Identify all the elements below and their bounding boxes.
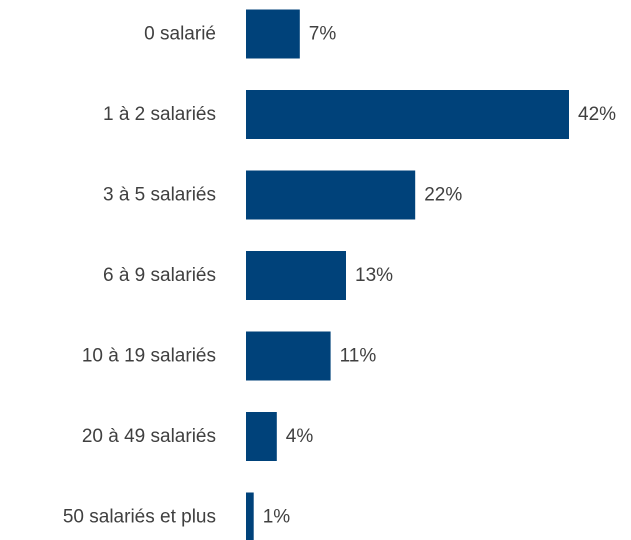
category-label: 20 à 49 salariés xyxy=(82,426,216,447)
bar xyxy=(246,331,331,381)
bar xyxy=(246,492,254,540)
value-labels: 7% 42% 22% 13% 11% 4% 1% xyxy=(263,24,616,528)
category-label: 3 à 5 salariés xyxy=(103,185,216,206)
bars xyxy=(246,9,569,540)
value-label: 1% xyxy=(263,507,291,528)
category-label: 10 à 19 salariés xyxy=(82,346,216,367)
value-label: 4% xyxy=(286,426,314,447)
category-label: 0 salarié xyxy=(144,24,216,45)
value-label: 22% xyxy=(424,185,462,206)
bar xyxy=(246,412,277,461)
value-label: 11% xyxy=(340,346,377,367)
bar xyxy=(246,170,416,220)
bar xyxy=(246,90,569,139)
bar xyxy=(246,9,300,59)
category-label: 6 à 9 salariés xyxy=(103,265,216,286)
value-label: 13% xyxy=(355,265,393,286)
category-label: 50 salariés et plus xyxy=(63,507,216,528)
value-label: 42% xyxy=(578,104,616,125)
category-labels: 0 salarié 1 à 2 salariés 3 à 5 salariés 6 à… xyxy=(63,24,216,528)
bar xyxy=(246,251,346,300)
category-label: 1 à 2 salariés xyxy=(103,104,216,125)
value-label: 7% xyxy=(309,24,337,45)
